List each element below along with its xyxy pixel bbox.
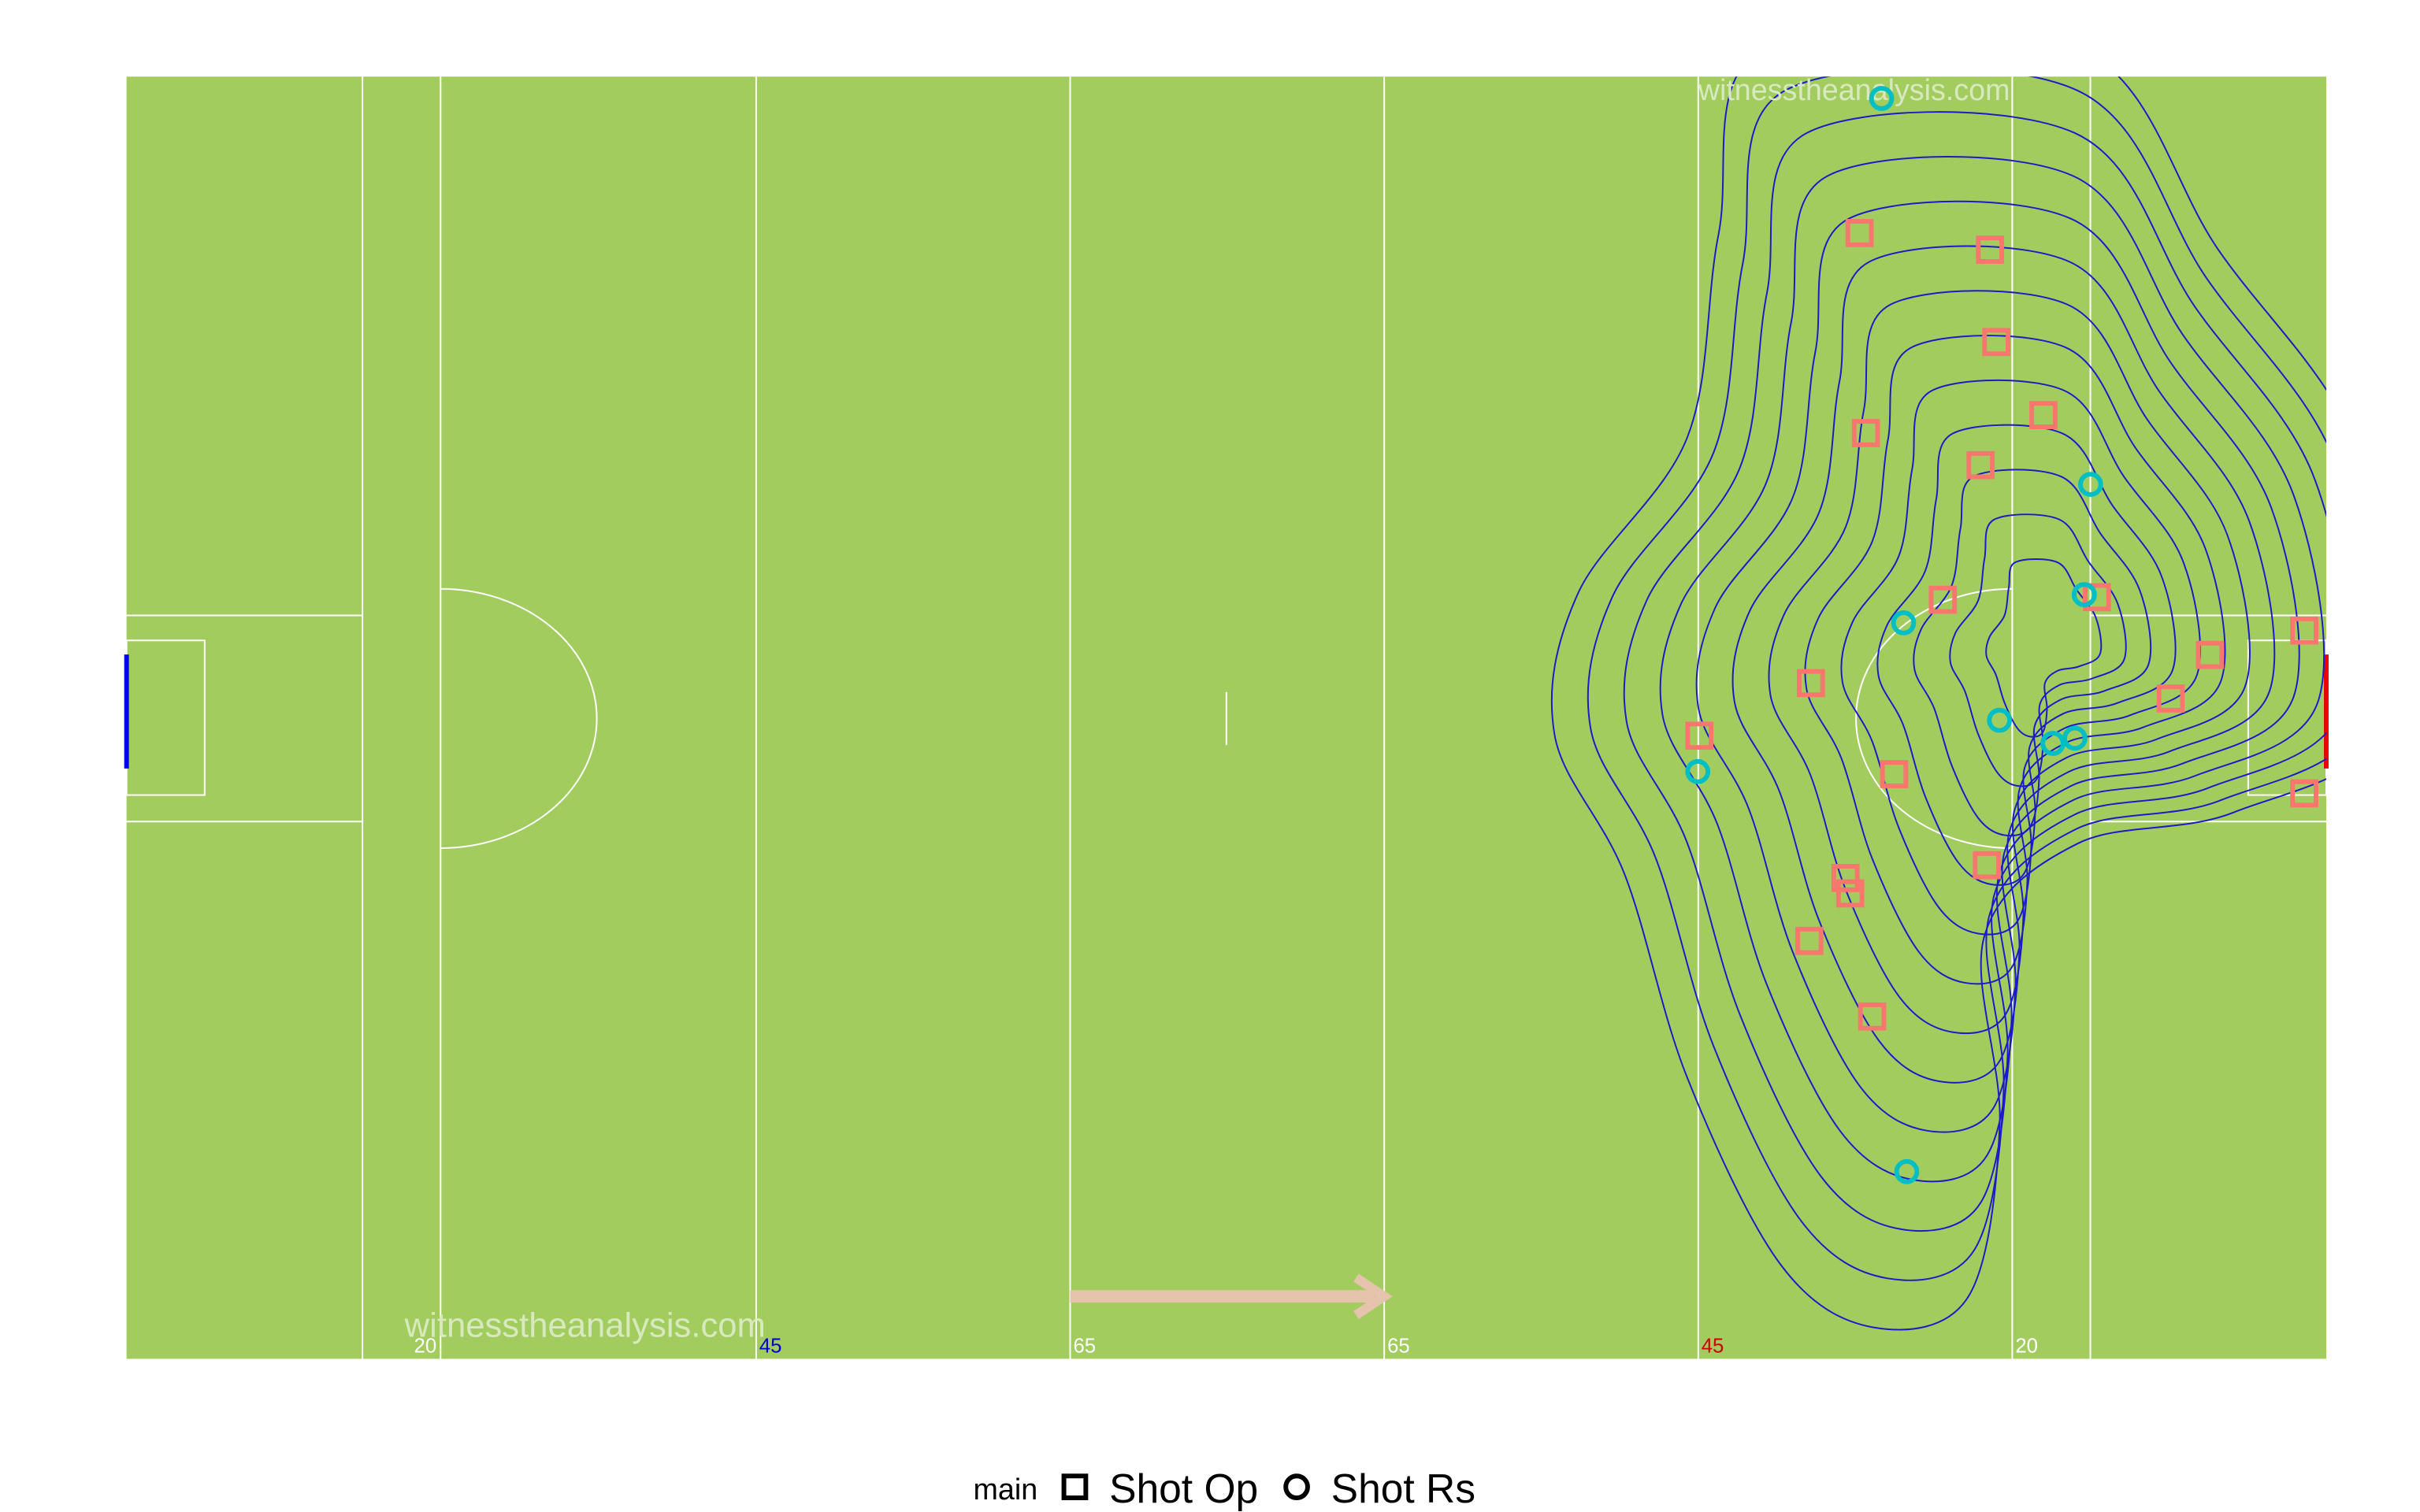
shot-marker: [1685, 758, 1711, 784]
shot-marker: [2062, 725, 2088, 751]
contour: [1840, 379, 2201, 936]
pitch-label: 45: [1702, 1336, 1724, 1358]
contour: [1804, 335, 2226, 985]
shot-marker: [1685, 721, 1714, 750]
contour: [1550, 76, 2327, 1331]
contour: [1949, 513, 2127, 788]
shot-marker: [2077, 472, 2103, 497]
density-contours: [1550, 76, 2327, 1331]
pitch-label: 65: [1073, 1336, 1096, 1358]
contour: [1623, 111, 2327, 1232]
legend-label: Shot Op: [1109, 1466, 1258, 1511]
direction-arrowhead: [1353, 1273, 1393, 1319]
pitch-label: 45: [759, 1336, 782, 1358]
shot-marker: [2156, 684, 2185, 713]
shot-marker: [2071, 582, 2097, 607]
pitch-label: 20: [2015, 1336, 2038, 1358]
legend-label: Shot Rs: [1331, 1466, 1475, 1511]
shot-marker: [2040, 731, 2066, 756]
pitch-labels: 20 45 65 65 45 20: [414, 1336, 2038, 1358]
pitch-label: 20: [414, 1336, 437, 1358]
shot-marker: [1966, 450, 1995, 480]
contour: [1731, 245, 2276, 1084]
contour: [1985, 558, 2103, 738]
shot-marker: [1891, 610, 1917, 636]
shot-marker: [2082, 583, 2111, 612]
shot-marker: [1851, 419, 1880, 447]
watermark: witnesstheanalysis.com: [404, 1307, 766, 1345]
contour: [1876, 424, 2177, 886]
shot-marker: [2029, 401, 2058, 430]
shot-marker: [1831, 864, 1860, 892]
shot-marker: [1982, 328, 2011, 357]
pitch-lines: [125, 76, 2327, 1359]
shot-marker: [1845, 219, 1874, 247]
pitch: [124, 76, 2329, 1359]
shot-marker: [1835, 879, 1865, 908]
shot-marker: [1973, 850, 2002, 880]
shot-marker: [1976, 235, 2005, 264]
shot-marker: [1928, 585, 1958, 614]
pitch-label: 65: [1387, 1336, 1410, 1358]
shot-marker: [1795, 926, 1824, 955]
contour: [1695, 200, 2300, 1133]
shot-marker: [2195, 640, 2225, 669]
contour: [1659, 155, 2325, 1183]
shot-marker: [1869, 86, 1895, 111]
legend-key: [1283, 1473, 1310, 1501]
legend-key: [1061, 1473, 1089, 1501]
shot-marker: [1796, 669, 1825, 698]
contour: [1913, 469, 2152, 837]
shot-marker: [1894, 1158, 1920, 1184]
shot-marker: [1987, 707, 2013, 733]
contour: [1587, 76, 2327, 1281]
legend: main Shot Op Shot Rs: [974, 1466, 1476, 1511]
shot-marker: [2290, 779, 2318, 808]
shot-marker: [1880, 760, 1909, 788]
shot-marker: [1858, 1002, 1887, 1031]
watermark: witnesstheanalysis.com: [1698, 73, 2010, 106]
legend-title: main: [974, 1473, 1038, 1506]
contour: [1768, 290, 2251, 1035]
shot-marker: [2290, 616, 2318, 645]
points: [1685, 86, 2318, 1184]
